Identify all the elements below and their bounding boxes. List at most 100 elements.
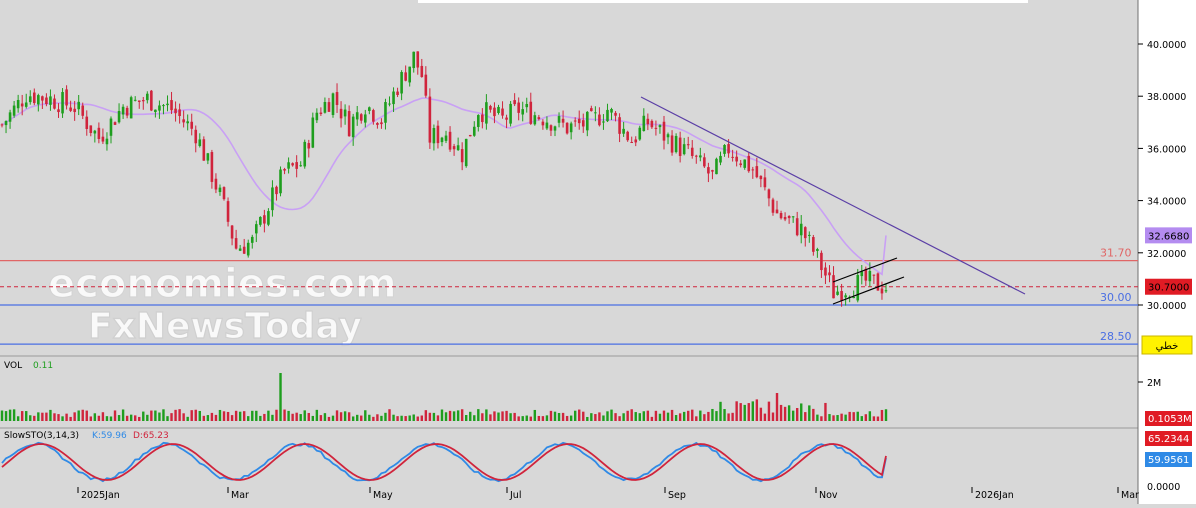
candle-body — [182, 119, 185, 123]
volume-bar — [372, 416, 375, 421]
volume-bar — [356, 414, 359, 421]
candle-body — [206, 153, 210, 161]
candle-body — [828, 272, 831, 276]
volume-bar — [759, 407, 763, 421]
candle-body — [561, 118, 565, 123]
candle-body — [836, 291, 839, 295]
candle-body — [202, 139, 206, 161]
last-price-badge-text: 30.7000 — [1148, 283, 1189, 294]
volume-bar — [884, 409, 888, 421]
candle-body — [81, 105, 85, 116]
volume-bar — [404, 416, 407, 421]
candle-body — [166, 103, 169, 106]
candle-body — [384, 102, 387, 123]
candle-body — [529, 101, 533, 124]
volume-bar — [529, 416, 532, 421]
candle-body — [590, 108, 593, 112]
candle-body — [674, 135, 678, 153]
candle-body — [404, 72, 407, 81]
candle-body — [162, 105, 165, 107]
volume-bar — [295, 412, 298, 421]
linear-button[interactable]: خطي — [1141, 335, 1193, 355]
candle-body — [755, 166, 759, 178]
volume-bar — [287, 410, 290, 421]
stoch-d-line — [1, 443, 887, 481]
volume-bar — [247, 416, 250, 421]
candle-body — [194, 129, 198, 144]
volume-bar — [545, 415, 549, 421]
volume-bar — [432, 412, 436, 421]
x-axis: 2025Jan Mar May Jul Sep Nov 2026Jan Mar — [77, 487, 1139, 501]
downtrend-line — [640, 96, 1026, 295]
level-label: 30.00 — [1100, 291, 1132, 304]
stochastic-lines: 65.2344 59.9561 0.0000 — [1, 431, 1192, 493]
candle-body — [630, 142, 633, 144]
volume-bar — [594, 414, 597, 421]
candle-body — [610, 109, 613, 113]
volume-bar — [166, 416, 169, 421]
horizontal-levels: 31.70 30.00 28.50 — [0, 247, 1138, 345]
candle-body — [218, 187, 222, 193]
linear-button-label[interactable]: خطي — [1156, 341, 1179, 352]
candle-body — [376, 123, 379, 125]
candle-body — [424, 74, 428, 96]
volume-bar — [824, 402, 827, 421]
volume-bar — [549, 410, 553, 421]
candle-body — [343, 109, 347, 117]
volume-bar — [565, 415, 569, 421]
volume-bar — [812, 408, 815, 421]
candle-body — [783, 216, 787, 220]
x-tick-label: Mar — [231, 490, 249, 501]
volume-bar — [69, 416, 72, 421]
y-tick-label: 36.0000 — [1147, 144, 1186, 155]
candle-body — [707, 167, 710, 174]
candle-body — [37, 95, 40, 105]
volume-bar — [573, 410, 577, 421]
volume-bar — [557, 413, 561, 421]
candle-body — [622, 128, 625, 134]
volume-bar — [618, 416, 621, 421]
volume-bar — [259, 415, 262, 421]
candle-body — [420, 65, 424, 77]
candle-body — [307, 143, 311, 149]
x-tick-label: 2025Jan — [81, 490, 120, 501]
volume-bar — [610, 409, 613, 421]
volume-bar — [162, 409, 165, 421]
volume-bar — [598, 412, 601, 421]
linear-button-bg[interactable] — [1141, 335, 1193, 355]
candle-body — [408, 66, 411, 83]
candle-body — [355, 112, 359, 120]
volume-bar — [630, 409, 633, 421]
candle-body — [533, 115, 537, 125]
candle-body — [477, 115, 480, 127]
candle-body — [594, 112, 597, 114]
candle-body — [267, 211, 270, 225]
candle-body — [246, 242, 250, 256]
volume-bar — [783, 406, 787, 421]
volume-bar — [105, 416, 109, 421]
volume-bar — [731, 412, 734, 421]
volume-bar — [578, 409, 581, 421]
candle-body — [876, 273, 880, 291]
ma-line — [1, 97, 887, 276]
volume-bar — [493, 411, 496, 421]
candle-body — [577, 118, 581, 124]
candle-body — [250, 236, 254, 243]
volume-bar — [448, 410, 452, 421]
volume-bar — [481, 413, 484, 421]
volume-bar — [174, 409, 177, 421]
candle-body — [658, 125, 662, 128]
volume-bar — [271, 414, 274, 421]
candle-body — [832, 275, 835, 299]
candle-body — [214, 178, 218, 190]
stoch-d-badge-text: 65.2344 — [1148, 434, 1189, 445]
volume-bar — [848, 411, 851, 421]
volume-bar — [751, 401, 754, 421]
volume-bar — [856, 411, 859, 421]
candle-body — [315, 112, 319, 121]
volume-bar — [816, 414, 819, 421]
candle-body — [452, 146, 456, 150]
volume-bar — [291, 413, 294, 421]
volume-bar — [642, 411, 646, 421]
volume-bar — [477, 409, 480, 421]
